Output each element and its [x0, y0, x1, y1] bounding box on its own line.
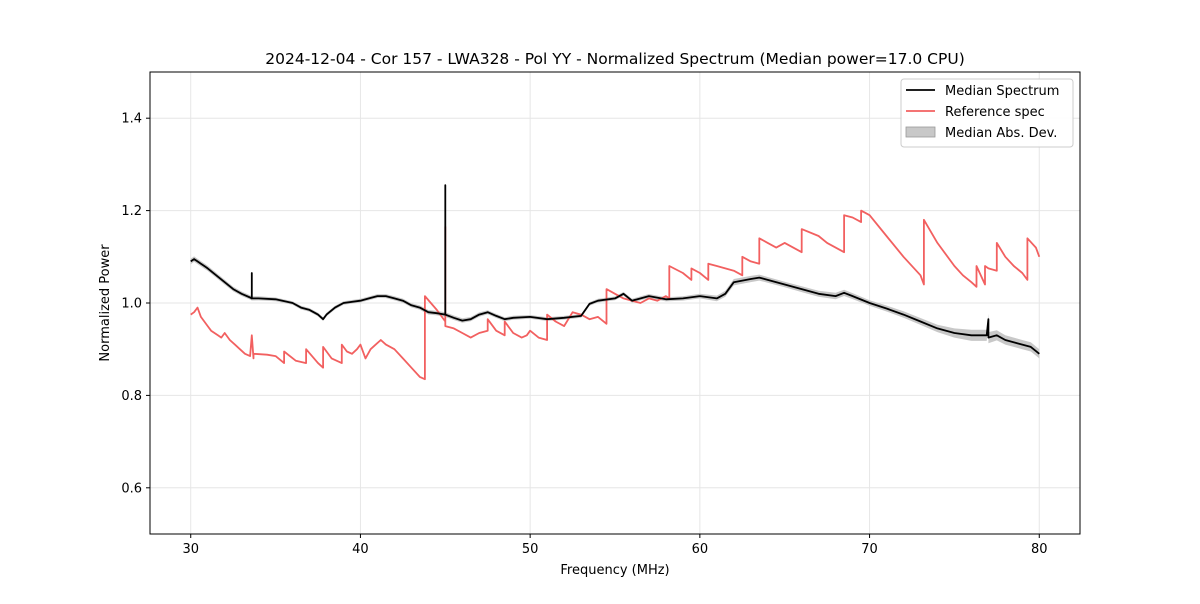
x-tick-label: 70: [861, 542, 878, 557]
y-tick-label: 1.0: [121, 297, 142, 312]
legend-box: [900, 78, 1074, 148]
legend: Median Spectrum Reference spec Median Ab…: [900, 78, 1074, 148]
legend-mad-label: Median Abs. Dev.: [945, 126, 1057, 141]
mad-band: [190, 182, 1040, 359]
y-axis: 0.6 0.8 1.0 1.2 1.4: [121, 112, 150, 496]
y-tick-label: 0.8: [121, 389, 142, 404]
x-tick-label: 80: [1031, 542, 1048, 557]
y-tick-label: 1.2: [121, 204, 142, 219]
y-axis-label: Normalized Power: [98, 244, 113, 362]
y-tick-label: 0.6: [121, 481, 142, 496]
legend-median-label: Median Spectrum: [945, 84, 1059, 99]
x-tick-label: 60: [692, 542, 709, 557]
x-axis: 30 40 50 60 70 80: [182, 534, 1048, 557]
chart-title: 2024-12-04 - Cor 157 - LWA328 - Pol YY -…: [265, 50, 965, 68]
legend-mad-swatch: [905, 126, 936, 138]
plot-area: [190, 182, 1041, 381]
legend-reference-label: Reference spec: [945, 105, 1045, 120]
median-spectrum-line: [190, 184, 1040, 355]
x-axis-label: Frequency (MHz): [560, 563, 669, 578]
y-tick-label: 1.4: [121, 112, 142, 127]
x-tick-label: 40: [352, 542, 369, 557]
x-tick-label: 30: [182, 542, 199, 557]
x-tick-label: 50: [522, 542, 539, 557]
reference-spectrum-line: [190, 209, 1041, 381]
